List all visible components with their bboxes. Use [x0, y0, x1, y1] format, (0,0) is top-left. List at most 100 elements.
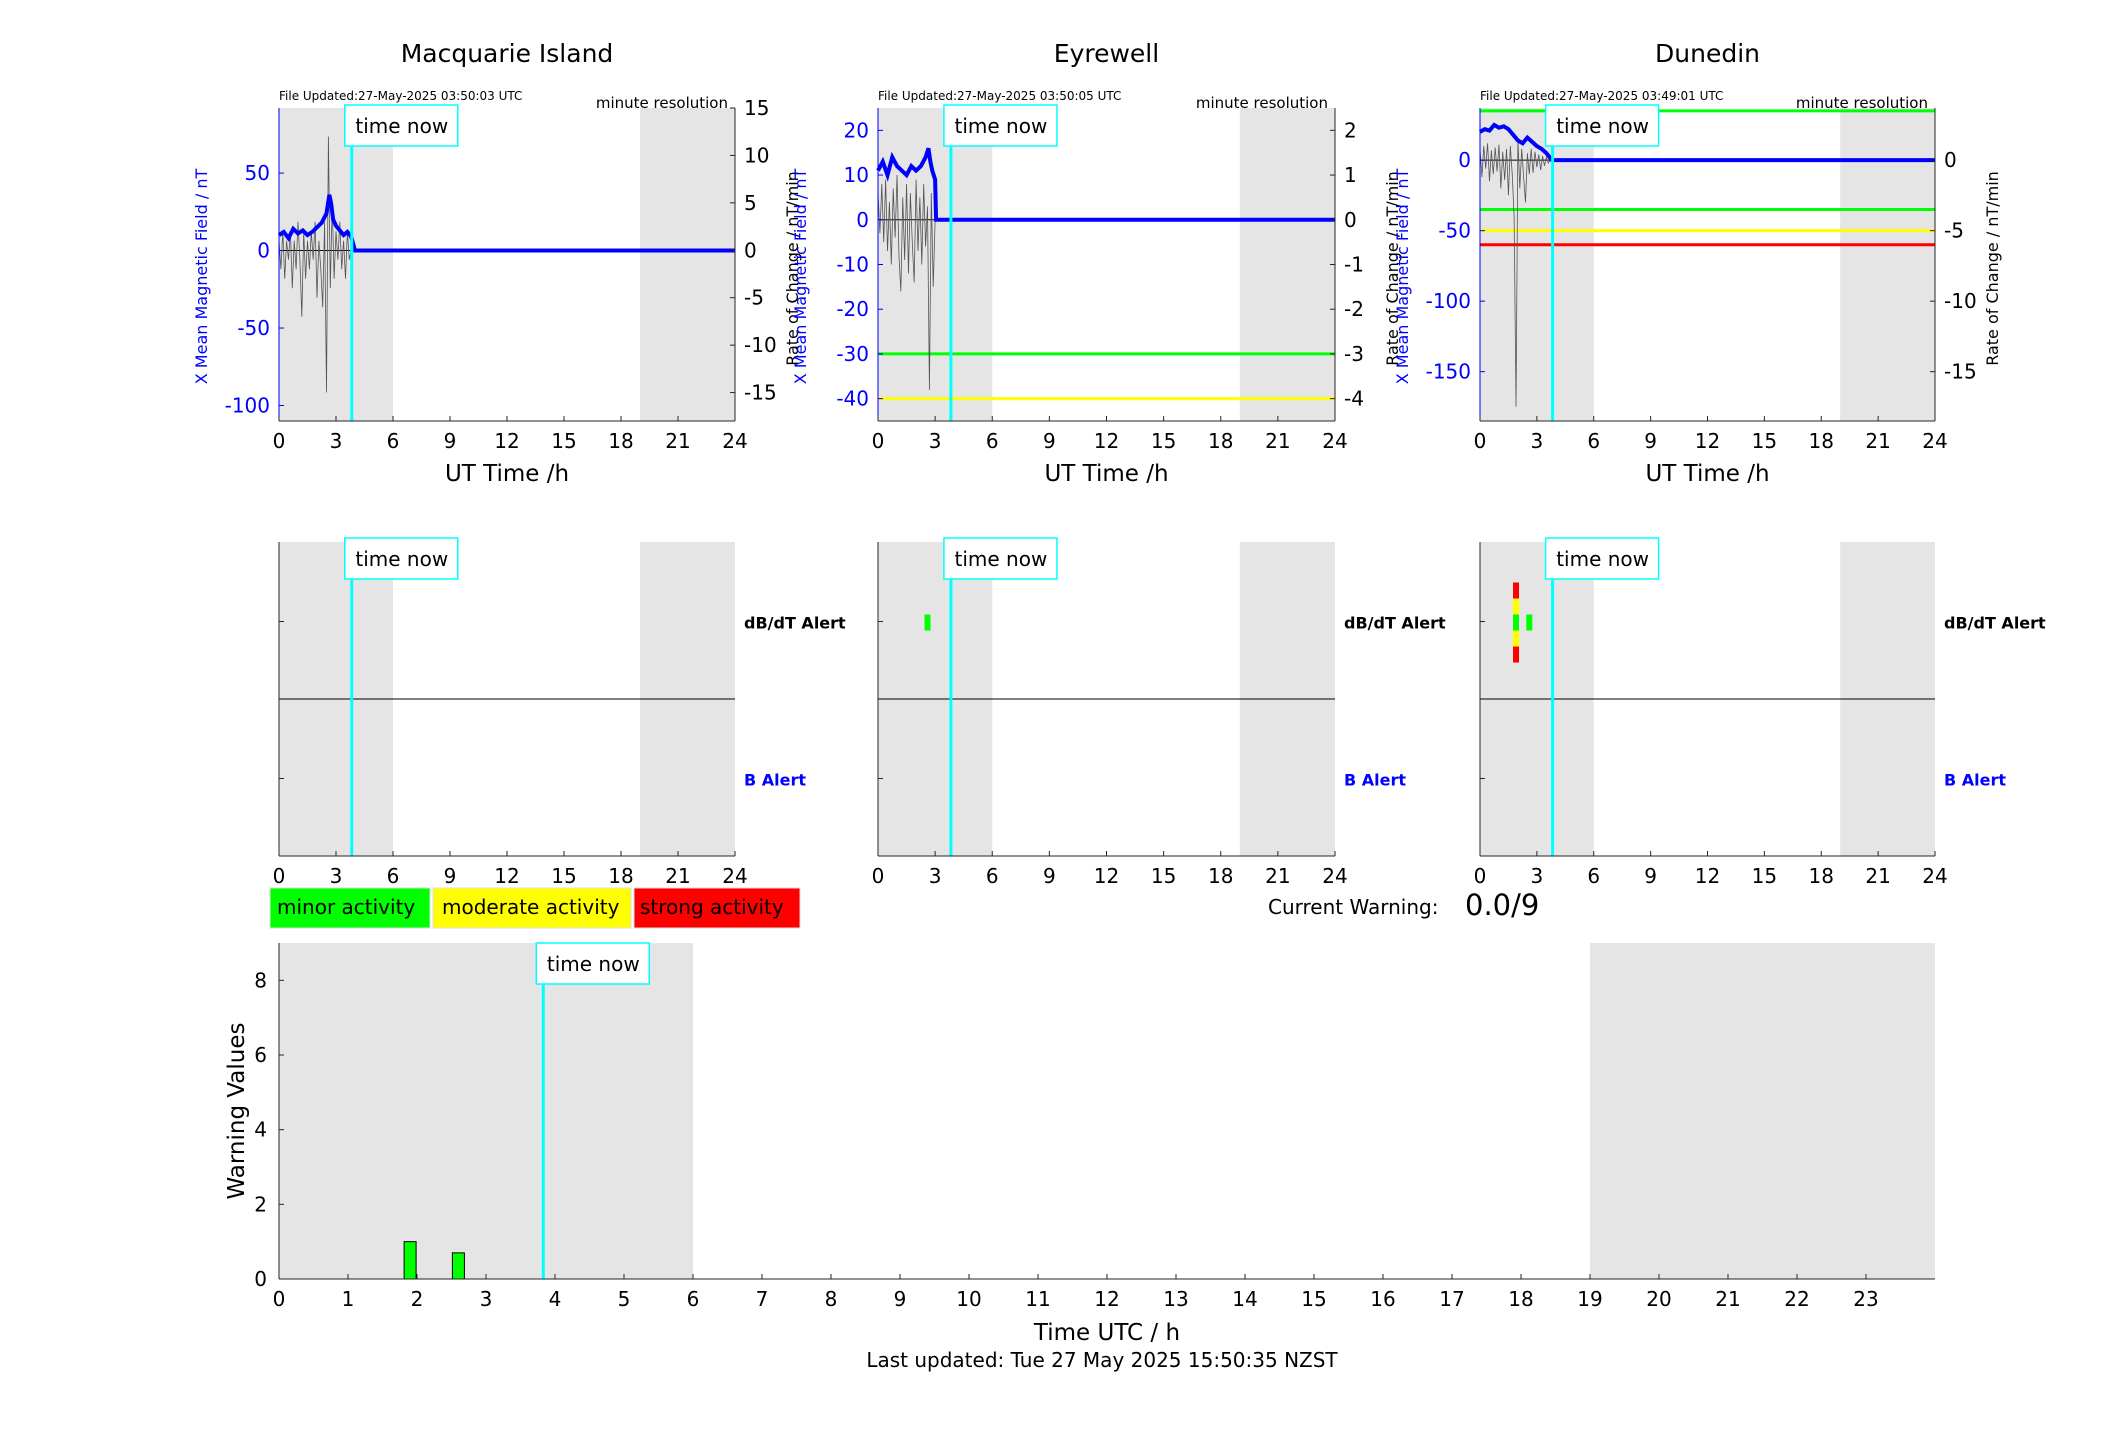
y-tick-label: 8: [254, 968, 267, 992]
x-field-series: [1478, 122, 1935, 163]
rate-of-change-series: [1479, 139, 1551, 407]
legend-label-moderate: moderate activity: [442, 895, 620, 919]
x-tick-label: 15: [551, 429, 576, 453]
y-right-axis-label: Rate of Change / nT/min: [1983, 171, 2002, 366]
x-axis-label: Time UTC / h: [1033, 1320, 1180, 1346]
time-now-label: time now: [955, 547, 1048, 571]
night-shading: [279, 943, 693, 1279]
x-tick-label: 0: [1474, 429, 1487, 453]
night-shading: [1239, 108, 1335, 421]
time-now-label: time now: [355, 114, 448, 138]
dbdt-alert-mark: [1513, 614, 1520, 631]
resolution-label: minute resolution: [596, 94, 728, 112]
activity-legend: minor activity moderate activity strong …: [269, 887, 801, 929]
x-tick-label: 5: [618, 1287, 631, 1311]
y-left-tick-label: -50: [1438, 219, 1471, 243]
y-left-tick-label: 10: [844, 163, 869, 187]
x-tick-label: 12: [494, 429, 519, 453]
y-left-axis-label: X Mean Magnetic Field / nT: [1393, 169, 1412, 385]
time-now-label: time now: [547, 952, 640, 976]
x-tick-label: 4: [549, 1287, 562, 1311]
x-tick-label: 3: [330, 864, 343, 888]
x-tick-label: 24: [722, 864, 747, 888]
x-tick-label: 15: [1301, 1287, 1326, 1311]
x-tick-label: 21: [1265, 864, 1290, 888]
file-updated: File Updated:27-May-2025 03:49:01 UTC: [1480, 89, 1723, 103]
x-tick-label: 0: [1474, 864, 1487, 888]
x-tick-label: 17: [1439, 1287, 1464, 1311]
legend-label-minor: minor activity: [277, 895, 415, 919]
x-tick-label: 0: [872, 429, 885, 453]
magnetometer-panel-eyrewell: Eyrewell File Updated:27-May-2025 03:50:0…: [791, 39, 1402, 487]
last-updated: Last updated: Tue 27 May 2025 15:50:35 N…: [866, 1348, 1338, 1372]
x-tick-label: 9: [444, 864, 457, 888]
x-tick-label: 12: [494, 864, 519, 888]
y-right-axis-label: Rate of Change / nT/min: [1383, 171, 1402, 366]
dbdt-alert-mark: [1513, 582, 1520, 599]
x-tick-label: 18: [1208, 864, 1233, 888]
y-axis-label: Warning Values: [224, 1022, 250, 1199]
y-tick-label: 6: [254, 1043, 267, 1067]
resolution-label: minute resolution: [1796, 94, 1928, 112]
time-now-label: time now: [955, 114, 1048, 138]
x-tick-label: 0: [872, 864, 885, 888]
y-left-tick-label: -30: [836, 342, 869, 366]
y-right-tick-label: 0: [1944, 148, 1957, 172]
y-right-tick-label: 0: [1344, 208, 1357, 232]
y-right-tick-label: -5: [1944, 219, 1964, 243]
x-tick-label: 15: [1151, 864, 1176, 888]
x-tick-label: 9: [1644, 864, 1657, 888]
alert-panel-macquarie-island: time now 0 3 6 9 12 15 18 21 24 dB/dT Alert B Alert: [273, 537, 846, 888]
x-tick-label: 24: [1922, 429, 1947, 453]
x-tick-label: 9: [444, 429, 457, 453]
y-right-tick-label: -3: [1344, 342, 1364, 366]
current-warning-label: Current Warning:: [1268, 895, 1438, 919]
time-now-label-box: [344, 104, 459, 147]
y-left-tick-label: 20: [844, 118, 869, 142]
x-tick-label: 21: [665, 429, 690, 453]
y-right-tick-label: 15: [744, 96, 769, 120]
x-tick-label: 9: [1043, 429, 1056, 453]
x-tick-label: 2: [411, 1287, 424, 1311]
y-left-tick-label: -50: [237, 316, 270, 340]
x-tick-label: 15: [1752, 864, 1777, 888]
y-right-tick-label: 5: [744, 191, 757, 215]
x-tick-label: 7: [756, 1287, 769, 1311]
y-left-axis-label: X Mean Magnetic Field / nT: [192, 169, 211, 385]
x-tick-label: 18: [608, 864, 633, 888]
y-right-tick-label: -1: [1344, 253, 1364, 277]
time-now-label-box: [1544, 104, 1660, 147]
y-right-tick-label: -5: [744, 286, 764, 310]
y-right-tick-label: -4: [1344, 387, 1364, 411]
y-right-tick-label: 0: [744, 238, 757, 262]
dbdt-alert-mark: [924, 614, 931, 631]
x-tick-label: 3: [480, 1287, 493, 1311]
x-tick-label: 12: [1695, 429, 1720, 453]
x-tick-label: 18: [608, 429, 633, 453]
x-tick-label: 6: [1587, 864, 1600, 888]
y-left-tick-label: 0: [856, 208, 869, 232]
x-tick-label: 9: [1043, 864, 1056, 888]
x-tick-label: 3: [929, 429, 942, 453]
x-tick-label: 0: [273, 429, 286, 453]
x-tick-label: 12: [1695, 864, 1720, 888]
y-left-tick-label: -100: [1426, 289, 1471, 313]
x-tick-label: 3: [330, 429, 343, 453]
b-alert-label: B Alert: [1344, 771, 1406, 790]
time-now-label-box: [943, 104, 1058, 147]
dbdt-alert-mark: [1513, 598, 1520, 615]
b-alert-label: B Alert: [1944, 771, 2006, 790]
y-right-tick-label: -15: [744, 381, 777, 405]
x-axis-label: UT Time /h: [1044, 461, 1168, 487]
x-tick-label: 15: [1151, 429, 1176, 453]
y-tick-label: 0: [254, 1267, 267, 1291]
time-now-label-box: [535, 942, 651, 985]
station-title: Macquarie Island: [401, 39, 614, 68]
y-left-axis-label: X Mean Magnetic Field / nT: [791, 169, 810, 385]
x-tick-label: 9: [1644, 429, 1657, 453]
x-tick-label: 21: [1265, 429, 1290, 453]
x-tick-label: 6: [687, 1287, 700, 1311]
y-right-axis-label: Rate of Change / nT/min: [783, 171, 802, 366]
x-tick-label: 6: [1587, 429, 1600, 453]
